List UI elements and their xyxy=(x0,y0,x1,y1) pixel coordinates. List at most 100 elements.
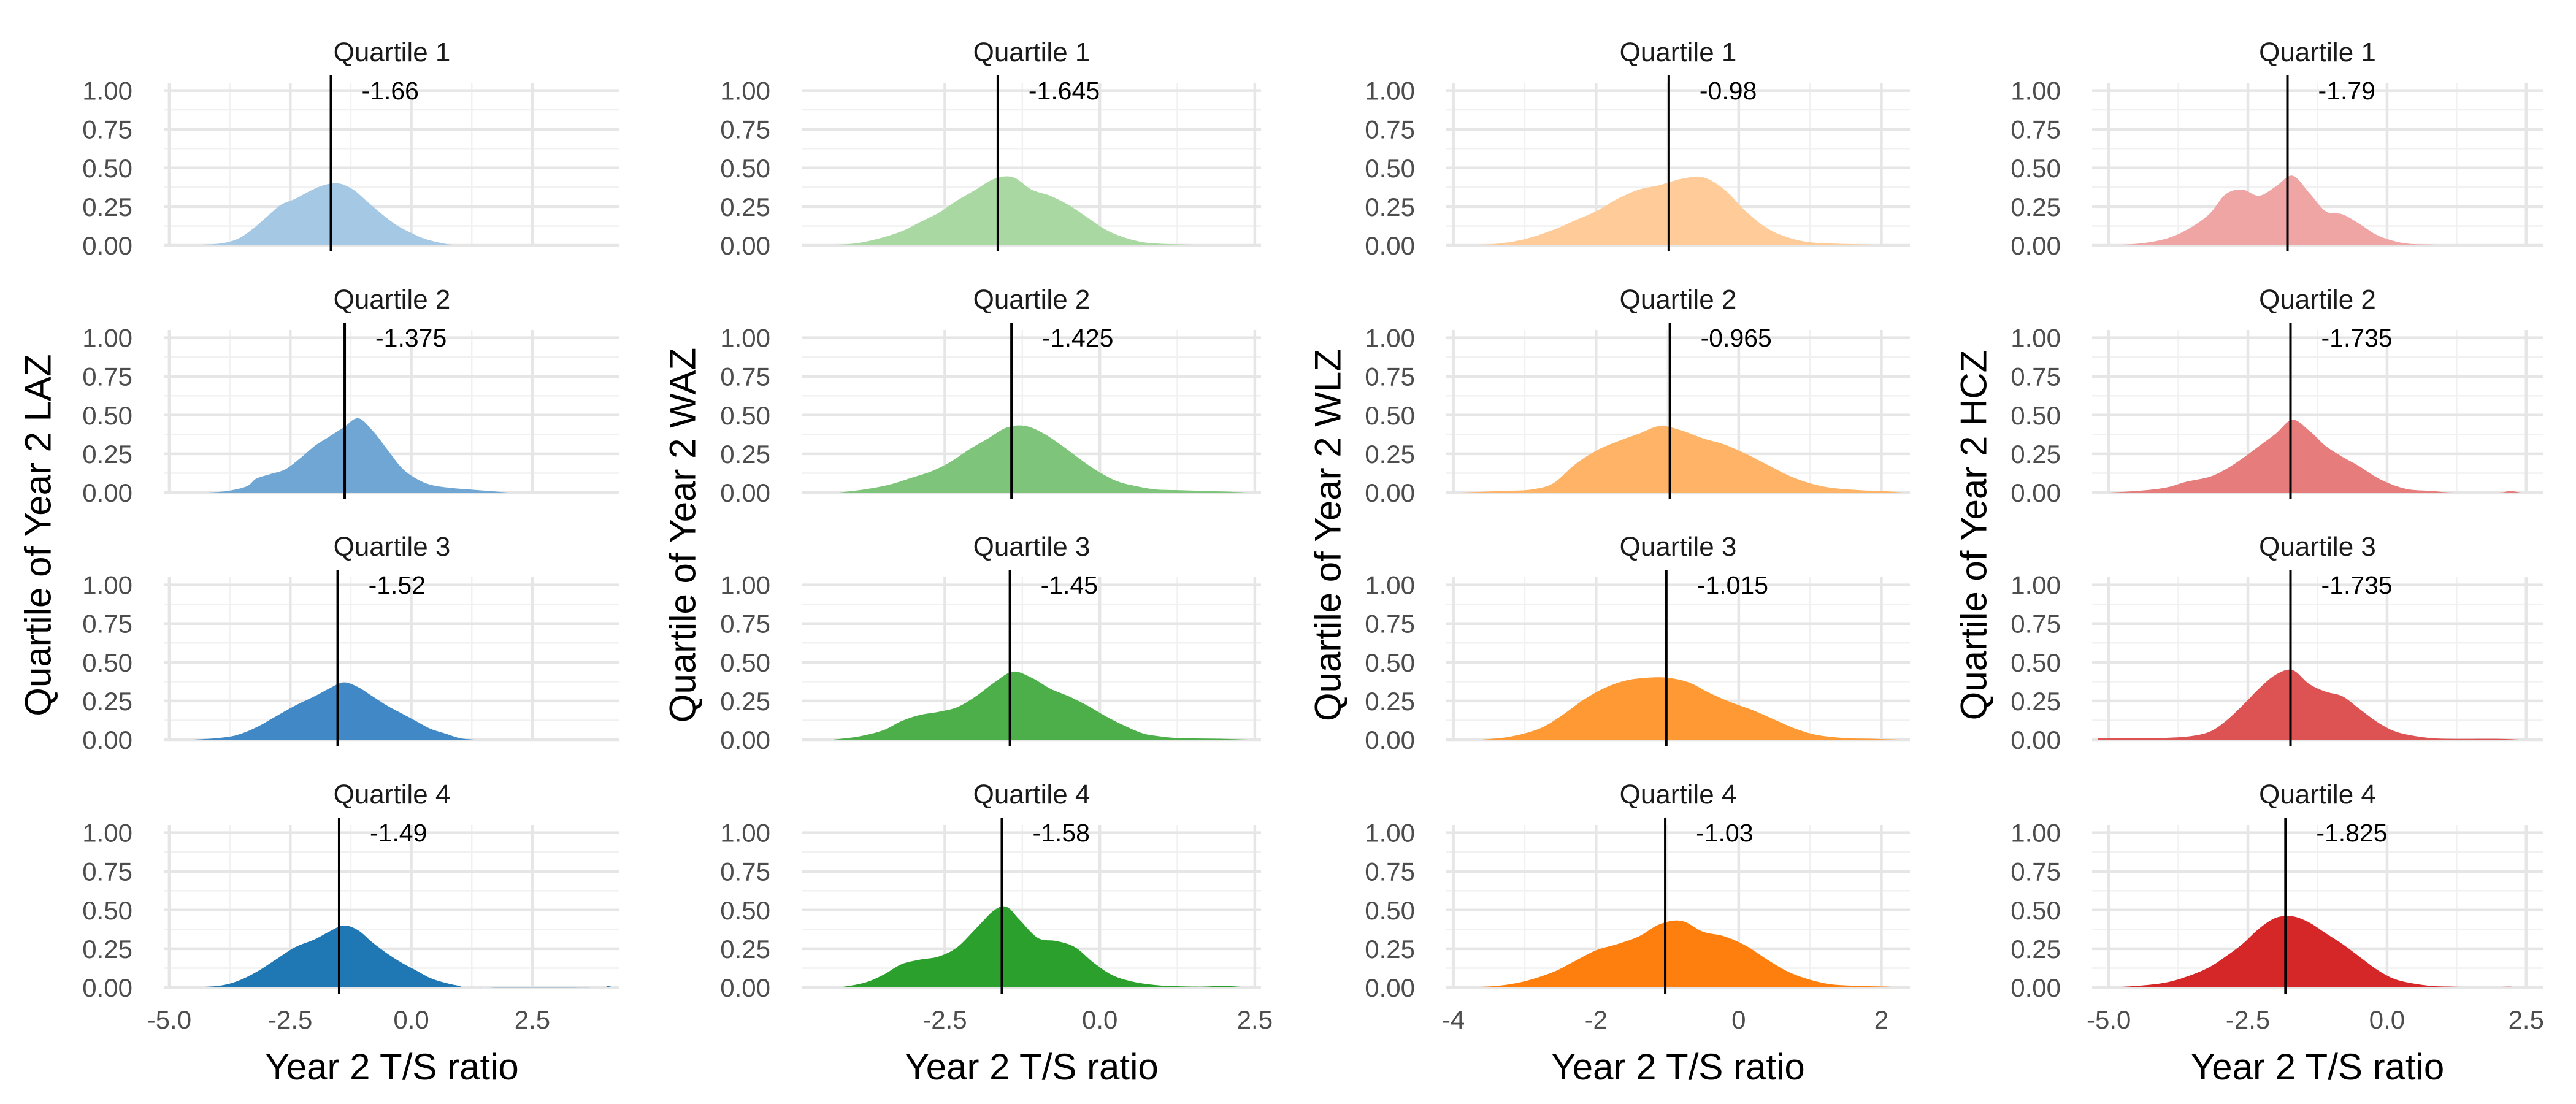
y-tick-label: 0.00 xyxy=(720,973,770,1002)
x-tick-label: -5.0 xyxy=(2087,1005,2131,1034)
y-tick-label: 0.25 xyxy=(1365,687,1415,716)
median-label: -1.52 xyxy=(369,571,426,599)
y-tick-label: 0.00 xyxy=(2011,973,2061,1002)
facet-panel-1: -0.98 Quartile 1 0.00 0.25 0.50 0.75 1.00 xyxy=(1365,37,1910,260)
facet-panel-4: -1.58 Quartile 4 0.00 0.25 0.50 0.75 1.00 xyxy=(720,780,1261,1002)
y-tick-label: 0.25 xyxy=(720,440,770,469)
x-tick-label: 0.0 xyxy=(2369,1005,2405,1034)
y-tick-label: 0.75 xyxy=(1365,857,1415,886)
x-tick-label: -5.0 xyxy=(147,1005,191,1034)
y-tick-label: 0.25 xyxy=(2011,935,2061,964)
y-tick-label: 0.25 xyxy=(720,687,770,716)
facet-strip-title: Quartile 2 xyxy=(973,285,1091,315)
facet-strip-title: Quartile 4 xyxy=(973,780,1091,810)
y-tick-label: 0.00 xyxy=(2011,726,2061,754)
y-axis-title: Quartile of Year 2 WLZ xyxy=(1308,349,1349,721)
y-axis-title: Quartile of Year 2 LAZ xyxy=(18,354,59,716)
y-tick-label: 0.75 xyxy=(1365,115,1415,144)
y-tick-label: 0.50 xyxy=(82,896,132,925)
x-tick-label: 2.5 xyxy=(2509,1005,2544,1034)
y-tick-label: 1.00 xyxy=(82,819,132,848)
y-tick-label: 0.50 xyxy=(2011,154,2061,183)
x-tick-label: -2 xyxy=(1585,1005,1608,1034)
facet-panel-1: -1.79 Quartile 1 0.00 0.25 0.50 0.75 1.00 xyxy=(2011,37,2543,260)
median-label: -1.49 xyxy=(370,819,427,847)
y-tick-label: 1.00 xyxy=(720,819,770,848)
facet-panel-3: -1.735 Quartile 3 0.00 0.25 0.50 0.75 1.00 xyxy=(2011,532,2543,754)
facet-panel-2: -1.375 Quartile 2 0.00 0.25 0.50 0.75 1.00 xyxy=(82,285,619,507)
median-label: -1.58 xyxy=(1032,819,1089,847)
y-tick-label: 0.75 xyxy=(720,115,770,144)
median-label: -1.825 xyxy=(2316,819,2387,847)
y-tick-label: 0.25 xyxy=(2011,440,2061,469)
y-tick-label: 0.50 xyxy=(82,154,132,183)
y-tick-label: 0.75 xyxy=(2011,857,2061,886)
y-tick-label: 0.00 xyxy=(82,231,132,260)
y-tick-label: 0.00 xyxy=(2011,231,2061,260)
y-tick-label: 0.00 xyxy=(82,973,132,1002)
density-area xyxy=(839,425,1249,493)
y-tick-label: 0.75 xyxy=(2011,362,2061,391)
x-tick-label: 2.5 xyxy=(515,1005,550,1034)
y-tick-label: 0.25 xyxy=(82,193,132,221)
median-label: -1.03 xyxy=(1696,819,1753,847)
facet-panel-2: -1.735 Quartile 2 0.00 0.25 0.50 0.75 1.00 xyxy=(2011,285,2543,507)
facet-strip-title: Quartile 3 xyxy=(334,532,451,562)
y-tick-label: 0.00 xyxy=(1365,231,1415,260)
facet-panel-4: -1.03 Quartile 4 0.00 0.25 0.50 0.75 1.00 xyxy=(1365,780,1910,1002)
facet-strip-title: Quartile 1 xyxy=(973,37,1091,67)
y-tick-label: 0.25 xyxy=(1365,193,1415,221)
y-tick-label: 0.25 xyxy=(82,440,132,469)
y-tick-label: 0.75 xyxy=(2011,115,2061,144)
x-tick-label: 2 xyxy=(1874,1005,1888,1034)
y-axis-title: Quartile of Year 2 HCZ xyxy=(1953,350,1995,721)
x-tick-label: -4 xyxy=(1442,1005,1465,1034)
y-tick-label: 0.25 xyxy=(720,935,770,964)
y-tick-label: 0.50 xyxy=(82,401,132,430)
y-tick-label: 0.00 xyxy=(82,726,132,754)
y-tick-label: 0.50 xyxy=(1365,401,1415,430)
facet-panel-4: -1.825 Quartile 4 0.00 0.25 0.50 0.75 1.00 xyxy=(2011,780,2543,1002)
y-tick-label: 0.50 xyxy=(720,896,770,925)
facet-panel-2: -0.965 Quartile 2 0.00 0.25 0.50 0.75 1.00 xyxy=(1365,285,1910,507)
median-label: -1.735 xyxy=(2321,571,2392,599)
y-tick-label: 1.00 xyxy=(1365,324,1415,353)
density-area xyxy=(833,671,1249,740)
y-tick-label: 0.00 xyxy=(720,231,770,260)
y-tick-label: 0.00 xyxy=(720,478,770,507)
y-tick-label: 0.75 xyxy=(82,115,132,144)
median-label: -1.645 xyxy=(1029,77,1100,105)
density-area xyxy=(2103,175,2454,245)
facet-strip-title: Quartile 2 xyxy=(1620,285,1737,315)
density-area xyxy=(2098,669,2521,740)
x-tick-label: -2.5 xyxy=(2226,1005,2270,1034)
density-area xyxy=(2109,420,2521,493)
chart-column-3: Quartile of Year 2 WLZ -0.98 Quartile 1 0.0… xyxy=(1308,37,1910,1087)
facet-panel-3: -1.015 Quartile 3 0.00 0.25 0.50 0.75 1.00 xyxy=(1365,532,1910,754)
y-tick-label: 1.00 xyxy=(82,571,132,600)
facet-strip-title: Quartile 3 xyxy=(1620,532,1737,562)
y-tick-label: 0.50 xyxy=(2011,401,2061,430)
chart-column-1: Quartile of Year 2 LAZ -1.66 Quartile 1 0.0… xyxy=(18,37,619,1087)
median-label: -0.98 xyxy=(1700,77,1757,105)
y-tick-label: 1.00 xyxy=(2011,324,2061,353)
density-area xyxy=(1460,426,1903,493)
y-tick-label: 0.50 xyxy=(720,401,770,430)
y-tick-label: 1.00 xyxy=(720,324,770,353)
y-tick-label: 0.25 xyxy=(1365,440,1415,469)
y-tick-label: 0.25 xyxy=(2011,193,2061,221)
facet-panel-2: -1.425 Quartile 2 0.00 0.25 0.50 0.75 1.00 xyxy=(720,285,1261,507)
y-tick-label: 0.50 xyxy=(720,648,770,677)
y-tick-label: 0.25 xyxy=(82,687,132,716)
facet-strip-title: Quartile 1 xyxy=(334,37,451,67)
density-area xyxy=(178,183,460,245)
x-tick-label: -2.5 xyxy=(922,1005,967,1034)
facet-panel-4: -1.49 Quartile 4 0.00 0.25 0.50 0.75 1.00 xyxy=(82,780,619,1002)
x-axis-title: Year 2 T/S ratio xyxy=(905,1046,1159,1087)
y-tick-label: 1.00 xyxy=(2011,819,2061,848)
y-tick-label: 0.00 xyxy=(1365,973,1415,1002)
y-tick-label: 0.00 xyxy=(1365,478,1415,507)
median-label: -1.375 xyxy=(375,324,447,352)
facet-strip-title: Quartile 3 xyxy=(2259,532,2376,562)
facet-strip-title: Quartile 4 xyxy=(2259,780,2376,810)
